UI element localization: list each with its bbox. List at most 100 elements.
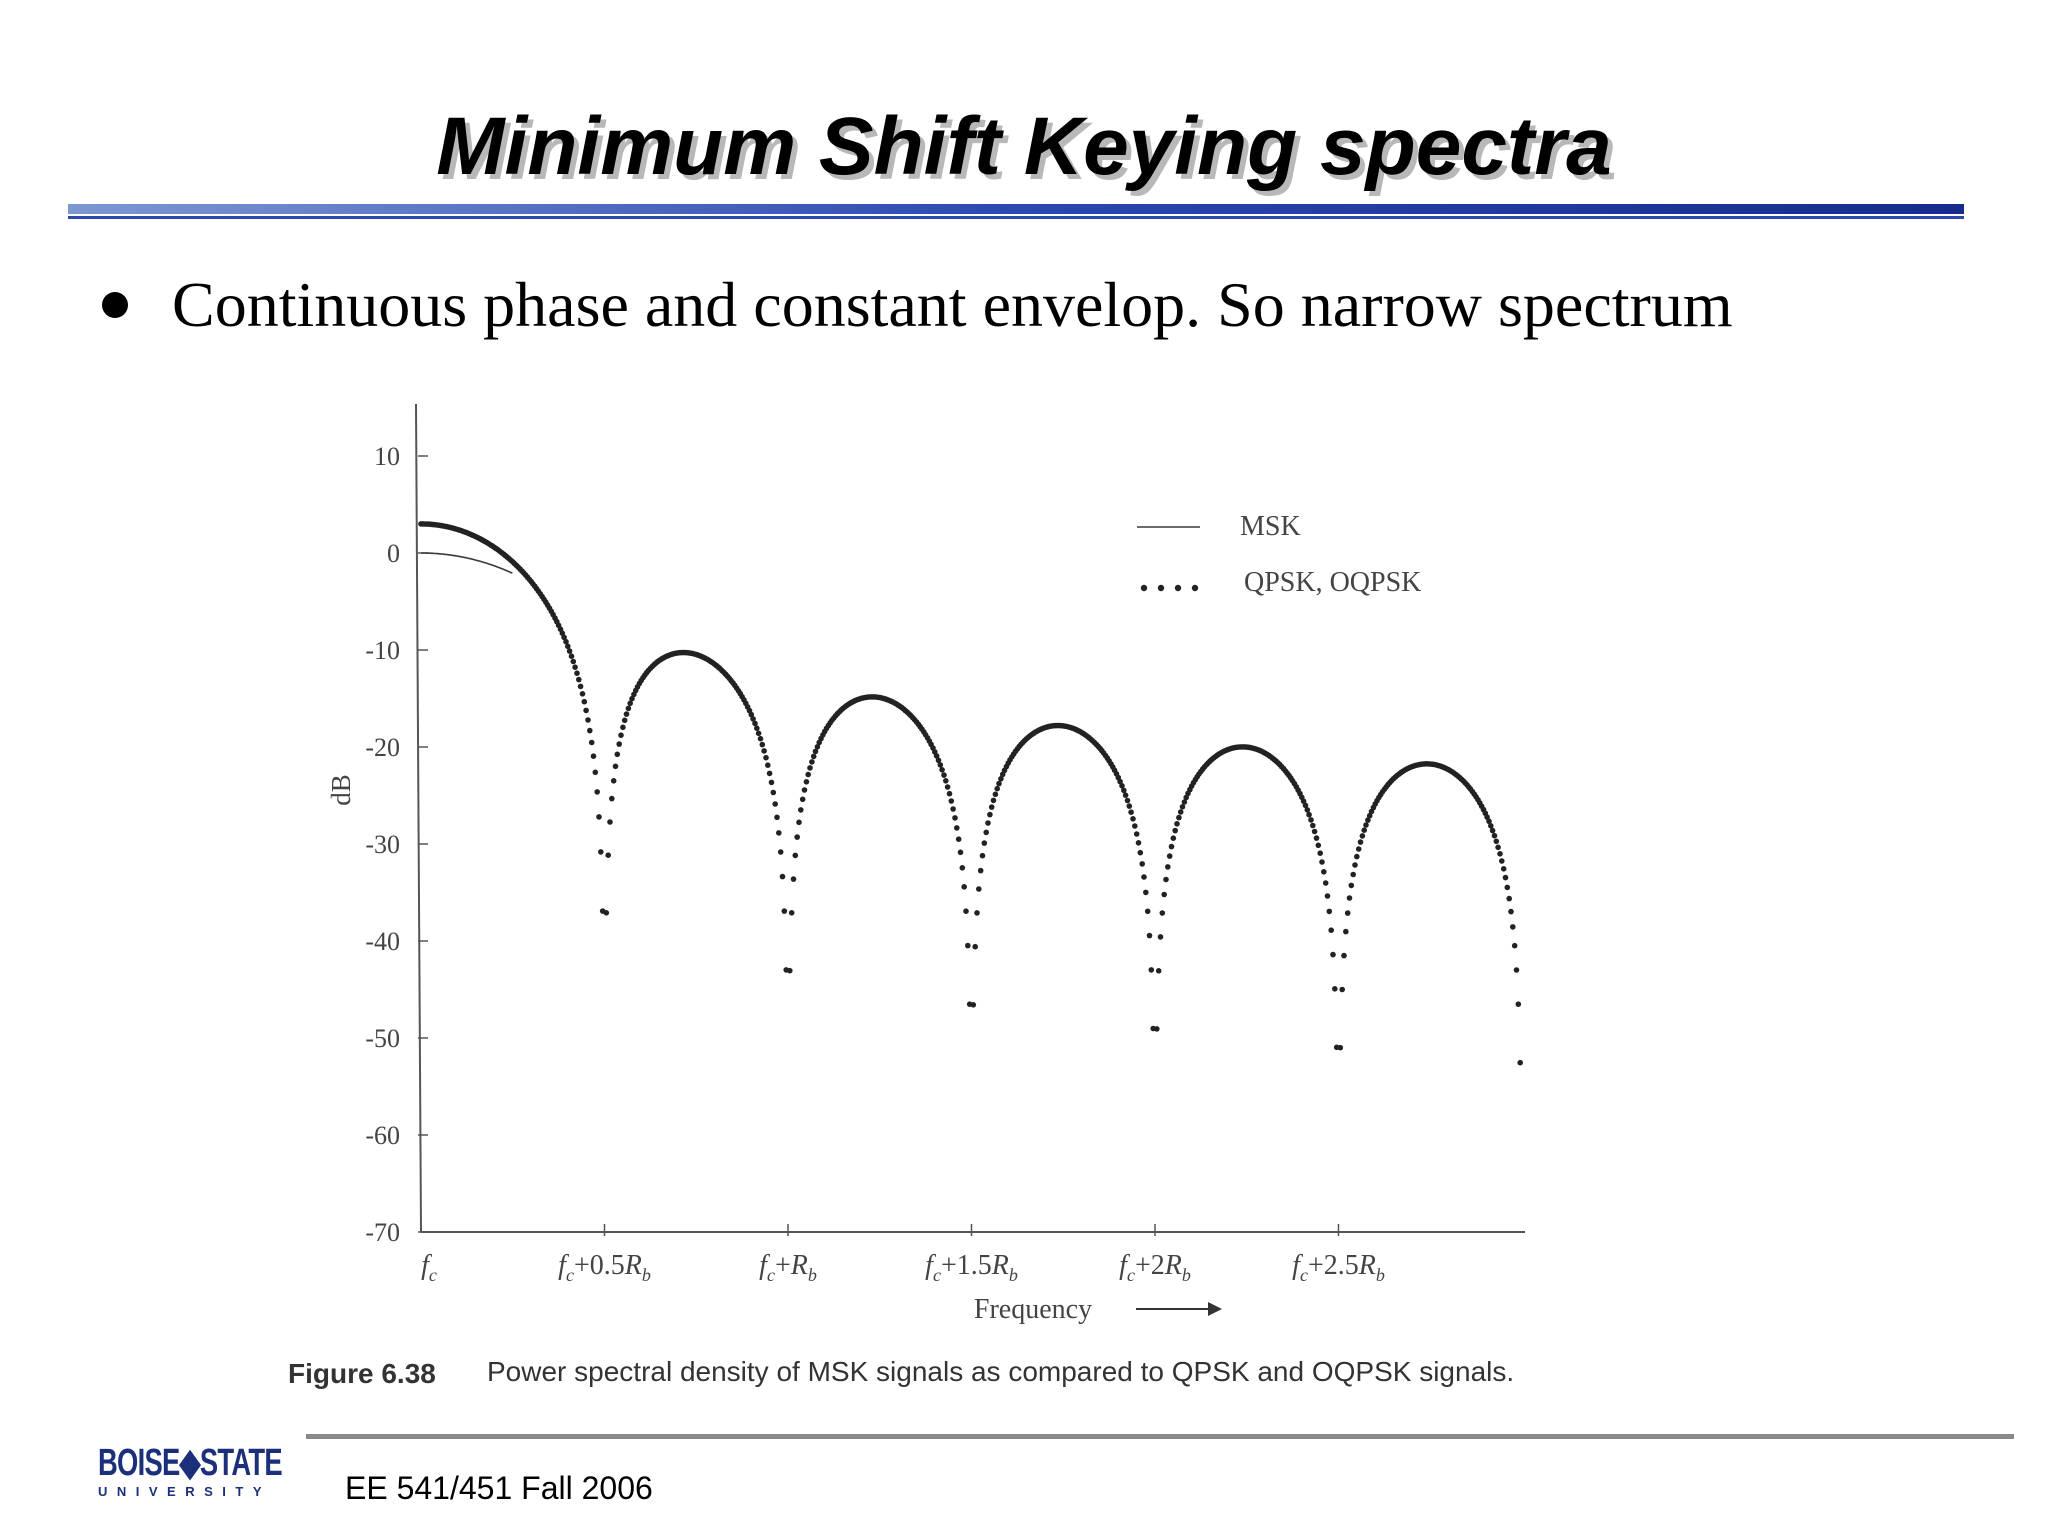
qpsk-point <box>798 807 804 813</box>
qpsk-point <box>944 784 951 790</box>
qpsk-point <box>1366 812 1373 819</box>
qpsk-point <box>1493 838 1500 845</box>
qpsk-point <box>787 967 793 974</box>
logo-wordmark: BOISE◆STATE <box>98 1442 283 1484</box>
qpsk-point <box>803 779 810 785</box>
qpsk-point <box>1181 799 1188 805</box>
qpsk-point <box>983 829 989 836</box>
qpsk-point <box>796 819 802 826</box>
qpsk-point <box>1135 840 1142 846</box>
qpsk-point <box>1172 827 1178 834</box>
x-axis-arrow-head <box>1208 1302 1222 1316</box>
legend-qpsk-dot <box>1140 584 1148 592</box>
qpsk-point <box>563 638 569 645</box>
qpsk-point <box>1155 968 1162 974</box>
qpsk-point <box>590 753 597 759</box>
x-tick-label: fc <box>421 1250 437 1285</box>
y-tick-label: -20 <box>365 733 400 762</box>
qpsk-point <box>943 778 949 784</box>
bullet-row: Continuous phase and constant envelop. S… <box>96 268 1996 348</box>
bullet-dot-icon <box>102 292 128 318</box>
legend-qpsk-dot <box>1191 584 1199 592</box>
qpsk-point <box>1499 858 1505 864</box>
figure-caption-label: Figure 6.38 <box>288 1358 436 1389</box>
qpsk-point <box>1166 853 1173 859</box>
qpsk-point <box>1170 835 1177 841</box>
qpsk-point <box>1363 822 1369 828</box>
qpsk-point <box>1308 817 1314 823</box>
qpsk-point <box>1126 803 1133 809</box>
qpsk-point <box>1330 951 1336 958</box>
qpsk-point <box>933 753 940 759</box>
qpsk-point <box>1500 866 1507 872</box>
qpsk-point <box>1339 986 1345 993</box>
qpsk-point <box>1313 835 1320 841</box>
qpsk-point <box>1311 828 1318 835</box>
msk-curve <box>421 552 513 574</box>
qpsk-point <box>946 790 953 797</box>
qpsk-point <box>794 834 800 840</box>
qpsk-point <box>1337 1044 1344 1051</box>
qpsk-point <box>1130 816 1136 822</box>
qpsk-point <box>1350 871 1356 878</box>
qpsk-point <box>1341 952 1347 959</box>
qpsk-point <box>799 796 806 803</box>
qpsk-point <box>1128 809 1134 815</box>
qpsk-point <box>609 795 615 802</box>
qpsk-point <box>961 884 967 890</box>
qpsk-point <box>757 735 764 742</box>
y-tick-label: -30 <box>365 830 400 859</box>
qpsk-point <box>565 643 571 650</box>
qpsk-point <box>1122 792 1129 798</box>
qpsk-point <box>1317 850 1323 856</box>
qpsk-point <box>1515 1001 1522 1007</box>
qpsk-point <box>574 670 580 676</box>
qpsk-point <box>559 630 566 636</box>
qpsk-point <box>587 727 593 734</box>
qpsk-point <box>566 648 573 654</box>
qpsk-point <box>776 830 782 836</box>
qpsk-point <box>748 711 755 718</box>
qpsk-point <box>974 910 980 916</box>
qpsk-point <box>963 908 969 914</box>
qpsk-point <box>610 778 617 784</box>
qpsk-point <box>812 748 819 755</box>
qpsk-point <box>1165 864 1171 870</box>
qpsk-point <box>1137 849 1144 856</box>
figure-caption-text: Power spectral density of MSK signals as… <box>487 1356 1514 1387</box>
qpsk-point <box>594 789 600 795</box>
qpsk-point <box>948 798 955 804</box>
y-tick-label: -60 <box>365 1121 400 1150</box>
qpsk-point <box>985 820 991 826</box>
qpsk-point <box>1365 817 1371 823</box>
qpsk-point <box>572 664 578 670</box>
qpsk-point <box>1168 843 1175 850</box>
qpsk-point <box>1300 798 1307 804</box>
qpsk-point <box>1504 884 1511 891</box>
x-axis-label: Frequency <box>974 1294 1092 1325</box>
qpsk-point <box>581 698 588 705</box>
qpsk-point <box>1159 910 1166 916</box>
qpsk-point <box>585 717 591 723</box>
qpsk-point <box>1354 853 1360 860</box>
qpsk-point <box>990 797 997 804</box>
qpsk-point <box>750 716 756 722</box>
qpsk-point <box>1143 889 1149 896</box>
qpsk-point <box>596 814 602 820</box>
qpsk-point <box>807 765 813 771</box>
qpsk-point <box>1361 827 1367 833</box>
qpsk-point <box>1163 876 1169 883</box>
qpsk-point <box>759 741 766 748</box>
qpsk-point <box>1328 927 1334 933</box>
qpsk-point <box>1174 821 1180 827</box>
qpsk-point <box>612 763 619 770</box>
qpsk-point <box>1319 859 1325 865</box>
qpsk-point <box>1302 802 1309 809</box>
qpsk-point <box>770 789 777 796</box>
qpsk-point <box>952 815 958 821</box>
qpsk-point <box>937 762 944 768</box>
qpsk-point <box>1508 908 1514 915</box>
qpsk-point <box>1326 908 1333 915</box>
x-tick-label: fc+2Rb <box>1119 1250 1191 1285</box>
qpsk-point <box>979 852 986 859</box>
